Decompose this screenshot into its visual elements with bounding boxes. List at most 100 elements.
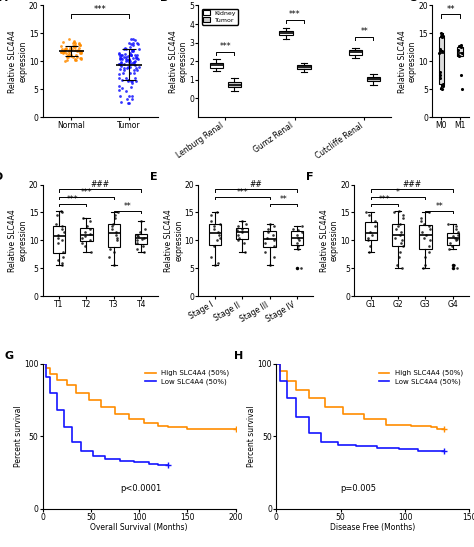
Point	[64, 53, 72, 61]
Point	[59, 38, 66, 47]
Point	[398, 236, 406, 245]
Point	[122, 55, 130, 63]
Low SLC4A4 (50%)	[293, 414, 299, 421]
Point	[450, 261, 458, 270]
Point	[440, 80, 447, 89]
Point	[115, 73, 123, 82]
Point	[399, 214, 407, 223]
Point	[122, 44, 130, 53]
Point	[72, 56, 80, 65]
Point	[436, 68, 444, 77]
Point	[120, 53, 128, 61]
Point	[128, 34, 135, 43]
Y-axis label: Relative SLC4A4
expression: Relative SLC4A4 expression	[8, 30, 27, 92]
Point	[436, 45, 443, 54]
Point	[65, 45, 73, 54]
Point	[71, 54, 78, 63]
Point	[130, 57, 137, 66]
Point	[436, 71, 443, 79]
Point	[453, 236, 460, 245]
Point	[54, 239, 61, 248]
Point	[366, 242, 374, 251]
Point	[133, 239, 141, 248]
Y-axis label: Relative SLC4A4
expression: Relative SLC4A4 expression	[164, 209, 183, 272]
Point	[261, 247, 269, 256]
Point	[55, 230, 62, 239]
Point	[427, 225, 434, 234]
Point	[75, 47, 82, 56]
High SLC4A4 (50%)	[441, 426, 447, 432]
Point	[58, 261, 65, 270]
High SLC4A4 (50%)	[322, 404, 328, 410]
PathPatch shape	[108, 224, 120, 247]
Point	[417, 214, 425, 223]
PathPatch shape	[53, 226, 65, 253]
Point	[368, 230, 376, 239]
PathPatch shape	[438, 37, 444, 84]
Point	[137, 217, 145, 225]
PathPatch shape	[279, 31, 292, 35]
Point	[298, 222, 306, 231]
Point	[118, 51, 126, 60]
Point	[261, 239, 269, 248]
Point	[81, 242, 89, 251]
Point	[72, 51, 80, 60]
Point	[110, 261, 118, 270]
Low SLC4A4 (50%)	[47, 389, 53, 396]
Point	[129, 46, 137, 55]
Point	[455, 41, 463, 50]
Point	[128, 51, 135, 60]
Point	[77, 46, 84, 55]
Point	[122, 74, 129, 83]
Text: **: **	[361, 27, 368, 36]
Point	[81, 228, 89, 236]
Point	[391, 233, 399, 242]
Point	[128, 83, 135, 92]
High SLC4A4 (50%)	[43, 365, 48, 371]
Point	[132, 54, 140, 62]
Point	[131, 58, 138, 67]
Point	[116, 92, 124, 101]
Point	[65, 35, 73, 44]
Text: D: D	[0, 172, 4, 182]
Point	[72, 55, 79, 64]
PathPatch shape	[447, 232, 459, 245]
Point	[454, 230, 462, 239]
PathPatch shape	[349, 50, 362, 55]
High SLC4A4 (50%)	[47, 370, 53, 377]
High SLC4A4 (50%)	[383, 421, 389, 428]
Point	[395, 222, 402, 231]
Low SLC4A4 (50%)	[146, 461, 152, 467]
Point	[454, 46, 462, 55]
Point	[77, 54, 85, 62]
Point	[58, 258, 65, 267]
Point	[425, 242, 433, 251]
Low SLC4A4 (50%)	[131, 459, 137, 465]
PathPatch shape	[264, 231, 276, 247]
Low SLC4A4 (50%)	[117, 457, 123, 464]
Point	[263, 233, 271, 242]
Point	[436, 46, 443, 55]
Point	[130, 68, 137, 77]
Point	[76, 43, 83, 52]
PathPatch shape	[367, 77, 380, 82]
Text: ***: ***	[67, 195, 79, 204]
Point	[138, 235, 146, 243]
Point	[131, 50, 139, 59]
Point	[108, 222, 116, 231]
Low SLC4A4 (50%)	[61, 424, 67, 430]
Text: *: *	[396, 188, 400, 196]
Point	[448, 242, 456, 251]
Point	[294, 245, 301, 253]
High SLC4A4 (50%)	[165, 424, 171, 430]
High SLC4A4 (50%)	[64, 382, 70, 389]
Text: ###: ###	[402, 180, 421, 189]
Low SLC4A4 (50%)	[441, 447, 447, 454]
Text: **: **	[280, 195, 287, 204]
Point	[71, 38, 78, 47]
Low SLC4A4 (50%)	[90, 453, 96, 460]
High SLC4A4 (50%)	[273, 360, 279, 367]
Point	[136, 228, 144, 236]
Point	[210, 242, 218, 251]
Point	[266, 261, 273, 270]
